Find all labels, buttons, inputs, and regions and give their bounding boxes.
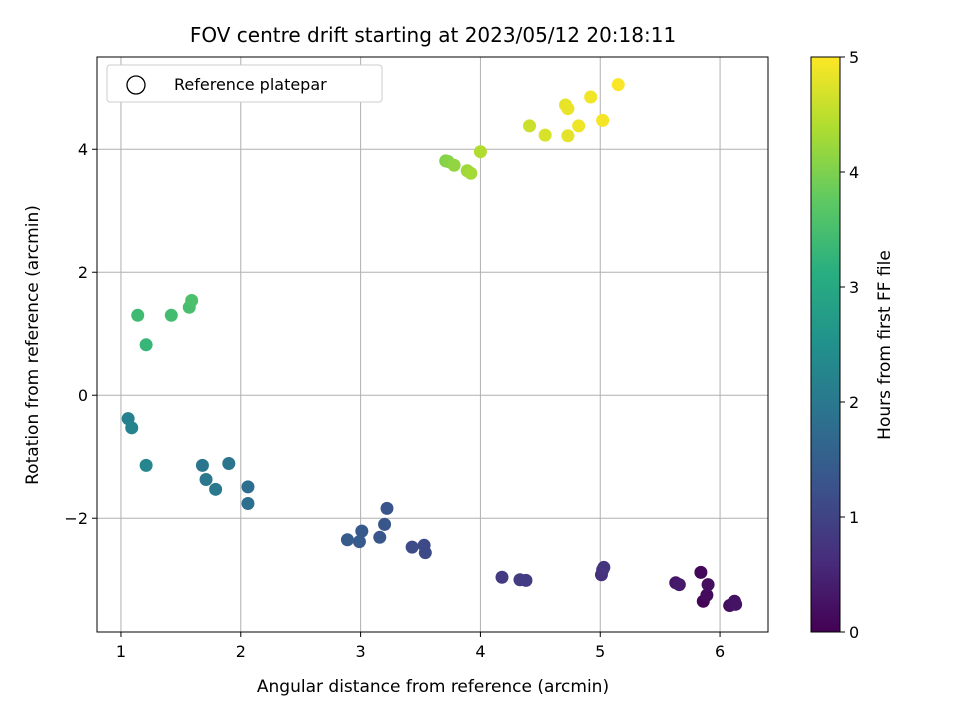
scatter-point	[596, 113, 610, 127]
colorbar-tick-label: 0	[849, 623, 859, 642]
scatter-point	[199, 472, 213, 486]
scatter-point	[672, 578, 686, 592]
x-tick-label: 4	[475, 642, 485, 661]
y-axis-label: Rotation from reference (arcmin)	[23, 205, 43, 485]
scatter-point	[373, 530, 387, 544]
colorbar-tick-label: 1	[849, 508, 859, 527]
plot-frame	[96, 56, 769, 633]
scatter-point	[495, 570, 509, 584]
legend: Reference platepar	[106, 64, 383, 103]
colorbar-label: Hours from first FF file	[875, 250, 895, 440]
scatter-point	[572, 119, 586, 133]
scatter-point	[241, 480, 255, 494]
scatter-point	[611, 78, 625, 92]
scatter-point	[597, 560, 611, 574]
scatter-point	[561, 102, 575, 116]
y-tick-label: −2	[64, 509, 88, 528]
scatter-point	[473, 145, 487, 159]
scatter-point	[464, 166, 478, 180]
y-tick-label: 4	[78, 140, 88, 159]
scatter-point	[241, 496, 255, 510]
y-tick-label: 2	[78, 263, 88, 282]
colorbar-ticks: 0 1 2 3 4 5	[840, 48, 859, 642]
scatter-point	[584, 90, 598, 104]
scatter-point	[340, 533, 354, 547]
colorbar-tick-label: 5	[849, 48, 859, 67]
x-tick-label: 1	[116, 642, 126, 661]
scatter-point	[523, 119, 537, 133]
scatter-point	[352, 535, 366, 549]
scatter-point	[222, 456, 236, 470]
scatter-point	[139, 338, 153, 352]
scatter-point	[185, 294, 199, 308]
chart-title: FOV centre drift starting at 2023/05/12 …	[190, 23, 676, 47]
y-tick-label: 0	[78, 386, 88, 405]
x-axis-label: Angular distance from reference (arcmin)	[257, 677, 609, 697]
axis-ticks: 1 2 3 4 5 6 −2 0 2 4	[64, 140, 725, 661]
scatter-point	[561, 129, 575, 143]
legend-marker	[126, 75, 146, 95]
scatter-point	[209, 482, 223, 496]
colorbar-tick-label: 4	[849, 163, 859, 182]
x-tick-label: 5	[595, 642, 605, 661]
scatter-point	[380, 501, 394, 515]
data-points	[121, 78, 743, 613]
scatter-point	[418, 546, 432, 560]
scatter-point	[538, 128, 552, 142]
colorbar-tick-label: 2	[849, 393, 859, 412]
scatter-point	[694, 565, 708, 579]
scatter-point	[355, 524, 369, 538]
scatter-point	[701, 578, 715, 592]
scatter-point	[519, 573, 533, 587]
scatter-point	[125, 421, 139, 435]
scatter-point	[139, 458, 153, 472]
grid	[97, 57, 768, 632]
legend-entry: Reference platepar	[174, 75, 327, 94]
scatter-point	[378, 517, 392, 531]
scatter-point	[164, 308, 178, 322]
legend-box	[106, 64, 383, 103]
scatter-point	[405, 540, 419, 554]
x-tick-label: 2	[236, 642, 246, 661]
scatter-point	[700, 588, 714, 602]
scatter-point	[447, 158, 461, 172]
scatter-point	[195, 458, 209, 472]
scatter-point	[131, 308, 145, 322]
x-tick-label: 3	[356, 642, 366, 661]
colorbar: 0 1 2 3 4 5 Hours from first FF file	[810, 48, 895, 642]
scatter-point	[729, 597, 743, 611]
colorbar-gradient	[810, 56, 841, 633]
x-tick-label: 6	[715, 642, 725, 661]
colorbar-tick-label: 3	[849, 278, 859, 297]
